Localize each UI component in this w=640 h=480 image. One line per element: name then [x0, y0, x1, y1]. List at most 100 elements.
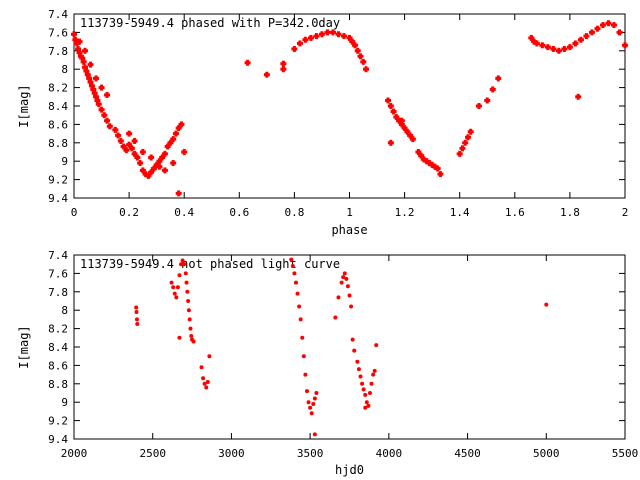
- data-point: [329, 29, 336, 36]
- data-point: [148, 169, 155, 176]
- data-point: [178, 121, 185, 128]
- y-tick-label: 8.4: [48, 100, 68, 113]
- data-point: [350, 337, 355, 342]
- data-point: [117, 137, 124, 144]
- data-point: [462, 139, 469, 146]
- data-point: [366, 403, 371, 408]
- data-point: [179, 262, 184, 267]
- x-axis-title: phase: [331, 223, 367, 237]
- data-point: [342, 271, 347, 276]
- data-point: [289, 257, 294, 262]
- data-point: [363, 405, 368, 410]
- data-point: [312, 432, 317, 437]
- data-point: [456, 150, 463, 157]
- y-tick-label: 9.2: [48, 174, 68, 187]
- data-point: [357, 53, 364, 60]
- data-point: [347, 293, 352, 298]
- data-point: [292, 271, 297, 276]
- data-point: [161, 167, 168, 174]
- data-point: [594, 25, 601, 32]
- data-point: [134, 154, 141, 161]
- data-point: [174, 295, 179, 300]
- x-tick-label: 2: [622, 206, 629, 219]
- data-point: [390, 108, 397, 115]
- data-point: [363, 66, 370, 73]
- data-point: [159, 154, 166, 161]
- data-point: [313, 33, 320, 40]
- data-point: [137, 160, 144, 167]
- data-point: [104, 117, 111, 124]
- y-tick-label: 8.6: [48, 359, 68, 372]
- data-point: [336, 295, 341, 300]
- x-tick-label: 0.6: [229, 206, 249, 219]
- data-point: [171, 285, 176, 290]
- x-tick-label: 1.8: [560, 206, 580, 219]
- data-point: [401, 125, 408, 132]
- data-point: [352, 348, 357, 353]
- data-point: [280, 66, 287, 73]
- y-tick-label: 7.6: [48, 26, 68, 39]
- y-tick-label: 8.4: [48, 341, 68, 354]
- x-tick-label: 2000: [61, 447, 88, 460]
- data-point: [588, 29, 595, 36]
- data-point: [126, 141, 133, 148]
- y-tick-label: 7.4: [48, 249, 68, 262]
- x-tick-label: 0.4: [174, 206, 194, 219]
- data-point: [387, 139, 394, 146]
- x-tick-label: 0.8: [284, 206, 304, 219]
- data-point: [539, 42, 546, 49]
- y-tick-label: 8: [61, 63, 68, 76]
- x-tick-label: 4000: [376, 447, 403, 460]
- y-axis-title: I[mag]: [17, 84, 31, 127]
- data-point: [134, 317, 139, 322]
- data-point: [572, 40, 579, 47]
- data-point: [156, 158, 163, 165]
- data-point: [356, 367, 361, 372]
- data-point: [172, 130, 179, 137]
- data-point: [459, 145, 466, 152]
- data-point: [308, 405, 313, 410]
- data-point: [550, 45, 557, 52]
- y-tick-label: 8.8: [48, 378, 68, 391]
- data-point: [202, 381, 207, 386]
- data-point: [182, 262, 187, 267]
- data-point: [434, 165, 441, 172]
- data-point: [186, 308, 191, 313]
- data-point: [71, 31, 77, 38]
- data-point: [112, 126, 119, 133]
- x-tick-label: 1.4: [450, 206, 470, 219]
- data-point: [599, 22, 606, 29]
- data-point: [393, 114, 400, 121]
- data-point: [104, 91, 111, 98]
- data-point: [98, 84, 105, 91]
- data-point: [291, 45, 298, 52]
- data-point: [191, 339, 196, 344]
- data-point: [167, 139, 174, 146]
- data-point: [175, 285, 180, 290]
- data-point: [134, 310, 139, 315]
- data-point: [187, 317, 192, 322]
- data-point: [290, 264, 295, 269]
- data-point: [150, 165, 157, 172]
- data-point: [309, 411, 314, 416]
- x-tick-label: 5000: [533, 447, 560, 460]
- data-point: [298, 317, 303, 322]
- data-point: [304, 389, 309, 394]
- data-point: [139, 149, 146, 155]
- data-point: [205, 379, 210, 384]
- data-point: [324, 29, 331, 36]
- data-point: [82, 47, 89, 54]
- data-point: [404, 128, 411, 135]
- data-point: [120, 143, 127, 150]
- data-point: [134, 305, 139, 310]
- data-point: [161, 150, 168, 157]
- data-point: [622, 42, 628, 49]
- data-point: [145, 172, 152, 179]
- data-point: [616, 29, 623, 36]
- y-tick-label: 9.2: [48, 415, 68, 428]
- data-point: [106, 123, 113, 130]
- data-point: [561, 45, 568, 52]
- data-point: [186, 299, 191, 303]
- data-point: [318, 31, 325, 38]
